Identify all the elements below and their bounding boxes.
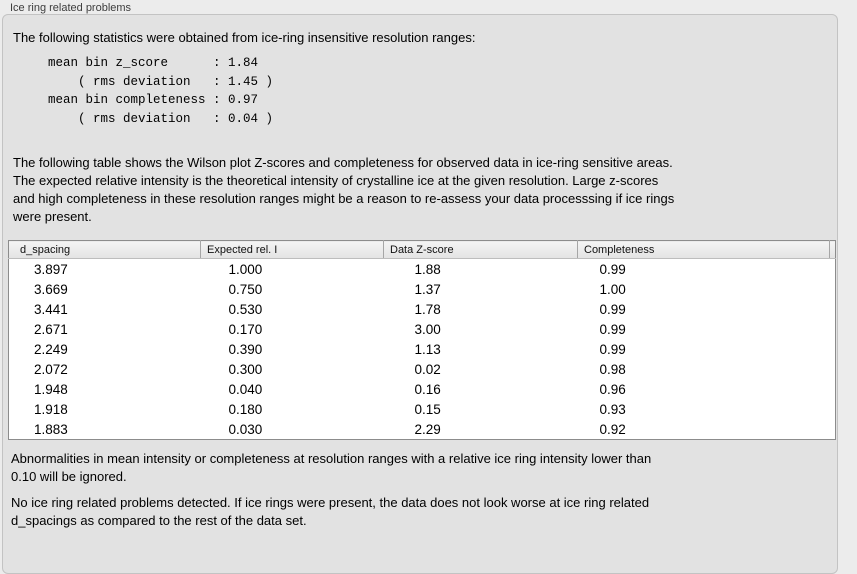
table-cell: 1.78 bbox=[414, 301, 441, 317]
table-header-filler bbox=[829, 240, 836, 259]
ice-ring-report-page: Ice ring related problems The following … bbox=[2, 2, 838, 574]
table-cell: 0.99 bbox=[599, 341, 626, 357]
table-cell: 0.98 bbox=[599, 361, 626, 377]
table-row[interactable]: 2.671 0.170 3.00 0.99 bbox=[9, 319, 836, 339]
ignore-threshold-note: Abnormalities in mean intensity or compl… bbox=[11, 451, 652, 484]
table-cell: 1.948 bbox=[34, 381, 68, 397]
table-row[interactable]: 3.441 0.530 1.78 0.99 bbox=[9, 299, 836, 319]
table-cell-filler bbox=[830, 379, 836, 399]
conclusion-note: No ice ring related problems detected. I… bbox=[11, 495, 650, 528]
table-cell: 1.918 bbox=[34, 401, 68, 417]
table-cell: 0.92 bbox=[599, 421, 626, 437]
table-cell-filler bbox=[830, 419, 836, 440]
table-cell: 3.00 bbox=[414, 321, 441, 337]
table-cell: 0.99 bbox=[599, 321, 626, 337]
table-cell: 3.441 bbox=[34, 301, 68, 317]
table-row[interactable]: 1.883 0.030 2.29 0.92 bbox=[9, 419, 836, 440]
table-row[interactable]: 2.249 0.390 1.13 0.99 bbox=[9, 339, 836, 359]
table-header-cell[interactable]: d_spacing bbox=[8, 240, 201, 259]
table-cell: 1.88 bbox=[414, 261, 441, 277]
table-cell: 0.99 bbox=[599, 301, 626, 317]
table-cell-filler bbox=[830, 339, 836, 359]
table-cell: 0.96 bbox=[599, 381, 626, 397]
table-row[interactable]: 2.072 0.300 0.02 0.98 bbox=[9, 359, 836, 379]
table-header-cell[interactable]: Expected rel. I bbox=[200, 240, 384, 259]
table-cell: 1.883 bbox=[34, 421, 68, 437]
table-cell-filler bbox=[830, 319, 836, 339]
table-cell-filler bbox=[830, 279, 836, 299]
table-row[interactable]: 1.948 0.040 0.16 0.96 bbox=[9, 379, 836, 399]
table-cell: 2.249 bbox=[34, 341, 68, 357]
ice-ring-list-control: d_spacing Expected rel. I Data Z-score Comp… bbox=[8, 240, 836, 440]
table-cell: 0.02 bbox=[414, 361, 441, 377]
table-cell: 0.93 bbox=[599, 401, 626, 417]
table-cell: 3.897 bbox=[34, 261, 68, 277]
table-cell: 1.00 bbox=[599, 281, 626, 297]
table-cell: 0.180 bbox=[228, 401, 263, 417]
table-cell: 0.390 bbox=[228, 341, 263, 357]
table-cell: 0.99 bbox=[599, 261, 626, 277]
table-cell-filler bbox=[830, 399, 836, 419]
table-cell: 2.671 bbox=[34, 321, 68, 337]
table-row[interactable]: 1.918 0.180 0.15 0.93 bbox=[9, 399, 836, 419]
table-cell: 0.170 bbox=[228, 321, 263, 337]
intro-text: The following statistics were obtained f… bbox=[13, 30, 476, 45]
ice-ring-table: d_spacing Expected rel. I Data Z-score Comp… bbox=[8, 240, 836, 440]
groupbox-title: Ice ring related problems bbox=[10, 2, 132, 14]
table-cell: 1.37 bbox=[414, 281, 441, 297]
table-cell: 0.15 bbox=[414, 401, 441, 417]
table-header-cell[interactable]: Completeness bbox=[577, 240, 830, 259]
table-cell-filler bbox=[830, 359, 836, 379]
table-cell: 0.040 bbox=[228, 381, 263, 397]
table-cell: 1.000 bbox=[228, 261, 263, 277]
table-cell: 0.030 bbox=[228, 421, 263, 437]
table-cell: 2.072 bbox=[34, 361, 68, 377]
table-cell: 1.13 bbox=[414, 341, 441, 357]
table-cell-filler bbox=[830, 299, 836, 319]
table-cell-filler bbox=[830, 259, 836, 280]
table-cell: 2.29 bbox=[414, 421, 441, 437]
table-body: 3.897 1.000 1.88 0.99 3.669 0.750 1.37 1.00 3.44… bbox=[9, 259, 836, 440]
table-row[interactable]: 3.669 0.750 1.37 1.00 bbox=[9, 279, 836, 299]
stats-block: mean bin z_score : 1.84 ( rms deviation … bbox=[48, 56, 274, 127]
table-cell: 0.16 bbox=[414, 381, 441, 397]
table-row[interactable]: 3.897 1.000 1.88 0.99 bbox=[9, 259, 836, 280]
table-cell: 0.750 bbox=[228, 281, 263, 297]
table-header-cell[interactable]: Data Z-score bbox=[383, 240, 578, 259]
table-cell: 3.669 bbox=[34, 281, 68, 297]
table-cell: 0.300 bbox=[228, 361, 263, 377]
description-text: The following table shows the Wilson plo… bbox=[13, 155, 675, 224]
table-cell: 0.530 bbox=[228, 301, 263, 317]
table-header-row: d_spacing Expected rel. I Data Z-score Comp… bbox=[8, 240, 836, 259]
